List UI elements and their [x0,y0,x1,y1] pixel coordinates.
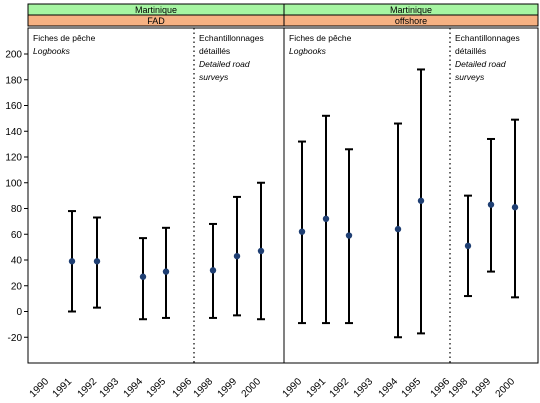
x-tick-label: 2000 [240,376,264,400]
x-tick-label: 1994 [122,376,146,400]
x-tick-label: 1996 [171,376,195,400]
logbook-label: Logbooks [289,46,327,56]
fishery-header [283,14,539,27]
x-tick-label: 1994 [377,376,401,400]
data-point [417,197,425,204]
survey-label: Echantillonnages [199,33,264,43]
x-tick-label: 1991 [305,376,329,400]
survey-label: surveys [455,72,485,82]
fishery-label: offshore [395,16,427,26]
y-tick-label: 80 [11,204,23,215]
x-tick-label: 1992 [328,376,352,400]
y-tick-label: 20 [11,281,23,292]
y-tick-label: 0 [16,307,22,318]
data-point [139,273,147,280]
data-point [162,268,170,275]
region-label: Martinique [135,5,177,15]
y-tick-label: 100 [5,178,22,189]
logbook-label: Fiches de pêche [289,33,352,43]
data-point [511,204,519,211]
x-tick-label: 1993 [98,376,122,400]
fishery-label: FAD [147,16,165,26]
survey-label: Detailed road [199,59,250,69]
y-tick-label: 200 [5,50,22,61]
logbook-label: Fiches de pêche [33,33,96,43]
x-tick-label: 1999 [470,376,494,400]
logbook-label: Logbooks [33,46,71,56]
y-tick-label: 40 [11,256,23,267]
x-tick-label: 1996 [429,376,453,400]
data-point [394,225,402,233]
panel-frame [27,27,285,364]
survey-label: détaillés [455,46,486,56]
data-point [345,232,353,239]
data-point [298,228,306,235]
x-tick-label: 1995 [400,376,424,400]
region-label: Martinique [390,5,432,15]
data-point [487,201,495,208]
x-tick-label: 1998 [447,376,471,400]
data-point [209,267,217,274]
y-tick-label: 140 [5,127,22,138]
x-tick-label: 1998 [192,376,216,400]
survey-label: surveys [199,72,229,82]
x-tick-label: 1990 [28,376,52,400]
data-point [464,242,472,250]
panel-frame [283,27,539,364]
x-tick-label: 1992 [76,376,100,400]
x-tick-label: 2000 [494,376,518,400]
y-tick-label: 60 [11,230,23,241]
data-point [322,215,330,222]
data-point [93,258,101,265]
y-tick-label: 180 [5,75,22,86]
x-tick-label: 1993 [352,376,376,400]
x-tick-label: 1991 [51,376,75,400]
x-tick-label: 1999 [216,376,240,400]
y-tick-label: 160 [5,101,22,112]
survey-label: détaillés [199,46,230,56]
x-tick-label: 1990 [281,376,305,400]
y-tick-label: -20 [8,333,23,344]
survey-label: Detailed road [455,59,506,69]
x-tick-label: 1995 [145,376,169,400]
data-point [233,252,241,260]
data-point [257,247,265,255]
survey-label: Echantillonnages [455,33,520,43]
y-tick-label: 120 [5,153,22,164]
data-point [68,258,76,265]
